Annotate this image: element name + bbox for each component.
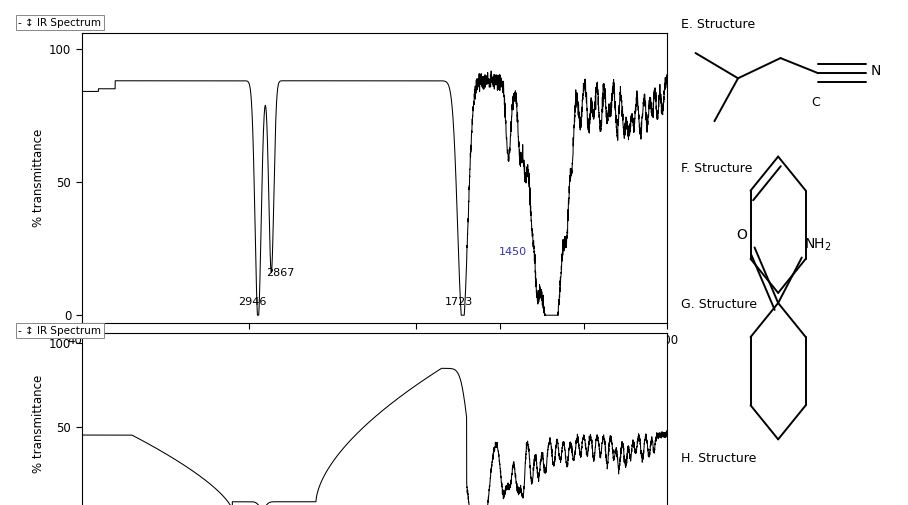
X-axis label: wavenumber  (cm$^{-1}$): wavenumber (cm$^{-1}$) — [308, 352, 441, 370]
Text: N: N — [870, 64, 881, 78]
Text: 1723: 1723 — [445, 297, 473, 307]
Text: - ↕ IR Spectrum: - ↕ IR Spectrum — [18, 18, 101, 28]
Text: 1450: 1450 — [498, 246, 527, 257]
Text: NH$_2$: NH$_2$ — [804, 236, 832, 252]
Text: O: O — [736, 228, 747, 242]
Text: F. Structure: F. Structure — [681, 162, 753, 175]
Text: G. Structure: G. Structure — [681, 298, 757, 311]
Text: E. Structure: E. Structure — [681, 18, 755, 31]
Text: H. Structure: H. Structure — [681, 452, 756, 465]
Y-axis label: % transmittance: % transmittance — [32, 375, 44, 473]
Text: C: C — [812, 96, 820, 109]
Text: 2867: 2867 — [266, 268, 295, 278]
Text: - ↕ IR Spectrum: - ↕ IR Spectrum — [18, 326, 101, 336]
Y-axis label: % transmittance: % transmittance — [32, 129, 44, 227]
Text: 2946: 2946 — [238, 297, 266, 307]
